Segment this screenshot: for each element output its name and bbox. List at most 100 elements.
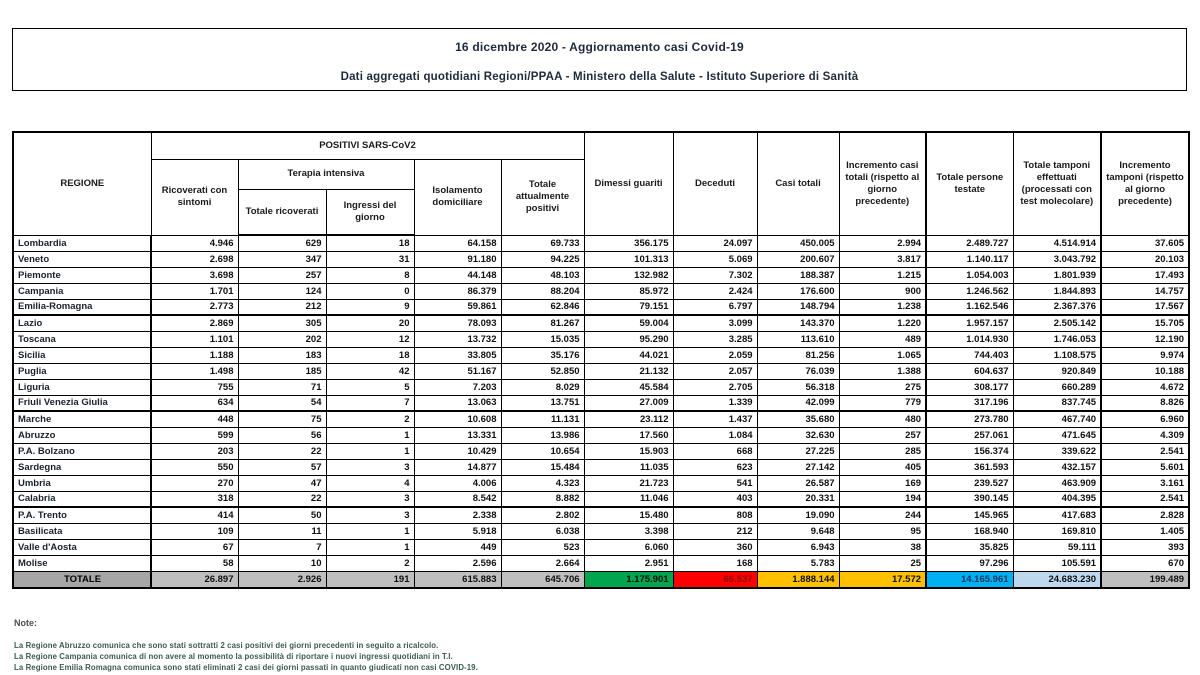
cell-incremento-tamponi: 4.309: [1100, 426, 1190, 444]
cell-totale-persone-testate: 317.196: [925, 394, 1014, 412]
cell-totale-persone-testate: 390.145: [925, 490, 1014, 508]
region-row: Puglia 1.498 185 42 51.167 52.850 21.132 2.057 7…: [12, 362, 1190, 380]
cell-totale-attualmente-positivi: 8.029: [500, 378, 585, 396]
cell-dimessi-guariti: 15.903: [583, 442, 674, 460]
cell-ti-totale-ricoverati: 54: [237, 394, 327, 412]
cell-deceduti: 66.537: [672, 570, 758, 589]
cell-totale-persone-testate: 308.177: [925, 378, 1014, 396]
region-row: P.A. Bolzano 203 22 1 10.429 10.654 15.903 668 2…: [12, 442, 1190, 460]
column-header-casi-totali: Casi totali: [756, 131, 840, 236]
cell-incremento-tamponi: 12.190: [1100, 330, 1190, 348]
column-header-isolamento-domiciliare: Isolamento domiciliare: [413, 158, 502, 236]
region-row: Lombardia 4.946 629 18 64.158 69.733 356.175 24…: [12, 234, 1190, 252]
group-header-terapia-intensiva: Terapia intensiva: [237, 158, 415, 190]
covid-data-table: REGIONE POSITIVI SARS-CoV2 Dimessi guari…: [12, 131, 1191, 589]
cell-isolamento-domiciliare: 2.596: [413, 554, 502, 572]
region-name: Emilia-Romagna: [12, 298, 152, 316]
cell-isolamento-domiciliare: 59.861: [413, 298, 502, 316]
cell-deceduti: 1.339: [672, 394, 758, 412]
region-name: Marche: [12, 410, 152, 428]
cell-ti-totale-ricoverati: 212: [237, 298, 327, 316]
cell-totale-persone-testate: 168.940: [925, 522, 1014, 540]
cell-totale-attualmente-positivi: 94.225: [500, 250, 585, 268]
cell-deceduti: 2.424: [672, 282, 758, 300]
cell-incremento-tamponi: 20.103: [1100, 250, 1190, 268]
cell-totale-persone-testate: 145.965: [925, 506, 1014, 524]
cell-ricoverati-con-sintomi: 755: [150, 378, 239, 396]
cell-totale-tamponi-effettuati: 467.740: [1012, 410, 1102, 428]
cell-ti-ingressi-del-giorno: 3: [325, 506, 415, 524]
region-row: Piemonte 3.698 257 8 44.148 48.103 132.982 7.30…: [12, 266, 1190, 284]
cell-totale-attualmente-positivi: 69.733: [500, 234, 585, 252]
cell-incremento-tamponi: 6.960: [1100, 410, 1190, 428]
cell-casi-totali: 19.090: [756, 506, 840, 524]
cell-ricoverati-con-sintomi: 1.701: [150, 282, 239, 300]
cell-totale-persone-testate: 14.165.961: [925, 570, 1014, 589]
cell-ti-ingressi-del-giorno: 3: [325, 490, 415, 508]
notes-section: Note: La Regione Abruzzo comunica che so…: [14, 618, 914, 673]
cell-totale-persone-testate: 1.162.546: [925, 298, 1014, 316]
cell-ti-ingressi-del-giorno: 1: [325, 426, 415, 444]
region-name: Calabria: [12, 490, 152, 508]
cell-ricoverati-con-sintomi: 4.946: [150, 234, 239, 252]
cell-casi-totali: 188.387: [756, 266, 840, 284]
cell-incremento-casi-totali: 244: [838, 506, 927, 524]
table-body: Lombardia 4.946 629 18 64.158 69.733 356.175 24…: [12, 234, 1190, 589]
cell-totale-attualmente-positivi: 523: [500, 538, 585, 556]
cell-ti-totale-ricoverati: 124: [237, 282, 327, 300]
cell-deceduti: 403: [672, 490, 758, 508]
cell-casi-totali: 9.648: [756, 522, 840, 540]
region-name: Campania: [12, 282, 152, 300]
column-header-deceduti: Deceduti: [672, 131, 758, 236]
cell-ricoverati-con-sintomi: 2.698: [150, 250, 239, 268]
cell-totale-attualmente-positivi: 81.267: [500, 314, 585, 332]
region-name: Sardegna: [12, 458, 152, 476]
note-line: La Regione Emilia Romagna comunica sono …: [14, 663, 478, 673]
cell-incremento-casi-totali: 1.065: [838, 346, 927, 364]
region-row: Emilia-Romagna 2.773 212 9 59.861 62.846 79.15…: [12, 298, 1190, 316]
cell-ricoverati-con-sintomi: 599: [150, 426, 239, 444]
cell-ti-totale-ricoverati: 75: [237, 410, 327, 428]
cell-casi-totali: 26.587: [756, 474, 840, 492]
report-title-box: 16 dicembre 2020 - Aggiornamento casi Co…: [12, 28, 1187, 91]
cell-dimessi-guariti: 79.151: [583, 298, 674, 316]
totale-row: TOTALE 26.897 2.926 191 615.883 645.706 1.175.…: [12, 570, 1190, 589]
cell-totale-tamponi-effettuati: 660.289: [1012, 378, 1102, 396]
cell-ricoverati-con-sintomi: 448: [150, 410, 239, 428]
region-row: Umbria 270 47 4 4.006 4.323 21.723 541 26.587 169…: [12, 474, 1190, 492]
cell-totale-attualmente-positivi: 13.751: [500, 394, 585, 412]
cell-dimessi-guariti: 21.723: [583, 474, 674, 492]
region-name: Lazio: [12, 314, 152, 332]
region-name: Friuli Venezia Giulia: [12, 394, 152, 412]
cell-isolamento-domiciliare: 13.732: [413, 330, 502, 348]
cell-isolamento-domiciliare: 14.877: [413, 458, 502, 476]
cell-ti-totale-ricoverati: 185: [237, 362, 327, 380]
cell-totale-attualmente-positivi: 88.204: [500, 282, 585, 300]
cell-ti-ingressi-del-giorno: 3: [325, 458, 415, 476]
cell-totale-attualmente-positivi: 35.176: [500, 346, 585, 364]
cell-dimessi-guariti: 59.004: [583, 314, 674, 332]
cell-isolamento-domiciliare: 51.167: [413, 362, 502, 380]
column-header-totale-persone-testate: Totale persone testate: [925, 131, 1014, 236]
cell-totale-tamponi-effettuati: 1.844.893: [1012, 282, 1102, 300]
column-header-totale-attualmente-positivi: Totale attualmente positivi: [500, 158, 585, 236]
cell-incremento-tamponi: 2.828: [1100, 506, 1190, 524]
cell-totale-attualmente-positivi: 6.038: [500, 522, 585, 540]
cell-totale-persone-testate: 361.593: [925, 458, 1014, 476]
cell-deceduti: 541: [672, 474, 758, 492]
cell-casi-totali: 1.888.144: [756, 570, 840, 589]
region-name: Molise: [12, 554, 152, 572]
region-name: Piemonte: [12, 266, 152, 284]
cell-ti-ingressi-del-giorno: 20: [325, 314, 415, 332]
cell-incremento-casi-totali: 25: [838, 554, 927, 572]
column-header-ricoverati-con-sintomi: Ricoverati con sintomi: [150, 158, 239, 236]
cell-totale-persone-testate: 156.374: [925, 442, 1014, 460]
cell-ti-ingressi-del-giorno: 2: [325, 410, 415, 428]
cell-ti-ingressi-del-giorno: 1: [325, 538, 415, 556]
cell-ti-totale-ricoverati: 347: [237, 250, 327, 268]
cell-totale-persone-testate: 1.957.157: [925, 314, 1014, 332]
cell-incremento-casi-totali: 1.215: [838, 266, 927, 284]
cell-incremento-casi-totali: 194: [838, 490, 927, 508]
totale-label: TOTALE: [12, 570, 152, 589]
region-row: Lazio 2.869 305 20 78.093 81.267 59.004 3.099 14…: [12, 314, 1190, 332]
